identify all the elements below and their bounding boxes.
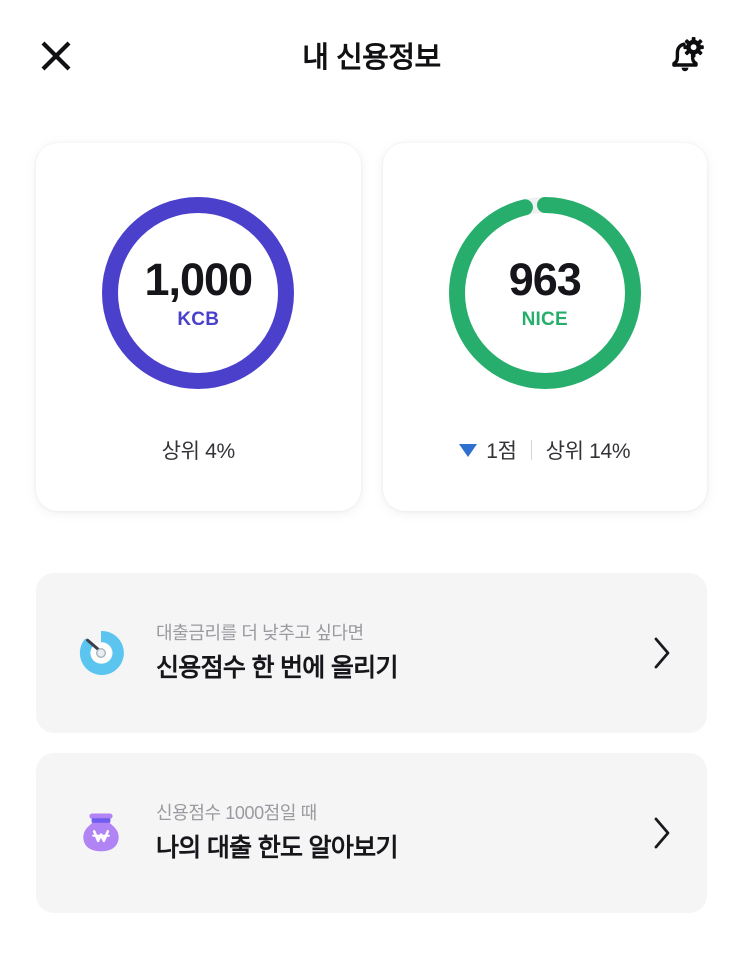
banner-title: 나의 대출 한도 알아보기: [156, 834, 398, 863]
banner-loan-limit[interactable]: 신용점수 1000점일 때 나의 대출 한도 알아보기: [36, 753, 707, 913]
score-donut-nice: [448, 197, 641, 389]
score-card-kcb[interactable]: 1,000 KCB 상위 4%: [36, 143, 361, 511]
score-brand-kcb: KCB: [177, 309, 220, 330]
page-title: 내 신용정보: [302, 42, 441, 74]
score-delta-value-nice: 1점: [486, 440, 517, 463]
score-value-kcb: 1,000: [144, 254, 253, 305]
score-rank-kcb: 상위 4%: [161, 440, 236, 463]
score-ring-center-nice: 963 NICE: [447, 195, 643, 391]
banner-subtitle: 신용점수 1000점일 때: [156, 802, 317, 823]
bell-settings-icon: [662, 33, 708, 84]
chevron-right-icon[interactable]: [647, 635, 677, 671]
score-cards-row: 1,000 KCB 상위 4% 963 NICE: [0, 110, 743, 511]
score-footer-kcb: 상위 4%: [161, 435, 236, 465]
close-button[interactable]: [28, 30, 84, 86]
score-card-nice[interactable]: 963 NICE 1점 상위 14%: [382, 143, 707, 511]
banner-text-block: 신용점수 1000점일 때 나의 대출 한도 알아보기: [156, 803, 647, 864]
score-value-nice: 963: [508, 254, 582, 305]
score-ring-kcb: 1,000 KCB: [100, 195, 296, 391]
notification-settings-button[interactable]: [655, 28, 715, 88]
footer-divider: [530, 440, 532, 460]
banner-text-block: 대출금리를 더 낮추고 싶다면 신용점수 한 번에 올리기: [156, 623, 647, 684]
score-footer-nice: 1점 상위 14%: [459, 435, 631, 465]
app-header: 내 신용정보: [0, 0, 743, 110]
score-donut-kcb: [102, 197, 295, 389]
banner-subtitle: 대출금리를 더 낮추고 싶다면: [156, 622, 364, 643]
score-brand-nice: NICE: [521, 309, 568, 330]
section-spacer: [0, 511, 743, 573]
score-ring-center-kcb: 1,000 KCB: [100, 195, 296, 391]
banner-raise-credit-score[interactable]: 대출금리를 더 낮추고 싶다면 신용점수 한 번에 올리기: [36, 573, 707, 733]
money-bag-won-icon: [72, 804, 130, 862]
score-delta-nice: 1점: [459, 435, 517, 465]
close-x-icon: [39, 39, 73, 78]
score-rank-nice: 상위 14%: [545, 440, 631, 463]
gauge-meter-icon: [72, 624, 130, 682]
chevron-right-icon[interactable]: [647, 815, 677, 851]
score-ring-nice: 963 NICE: [447, 195, 643, 391]
banner-title: 신용점수 한 번에 올리기: [156, 654, 398, 683]
triangle-down-icon: [459, 443, 478, 457]
